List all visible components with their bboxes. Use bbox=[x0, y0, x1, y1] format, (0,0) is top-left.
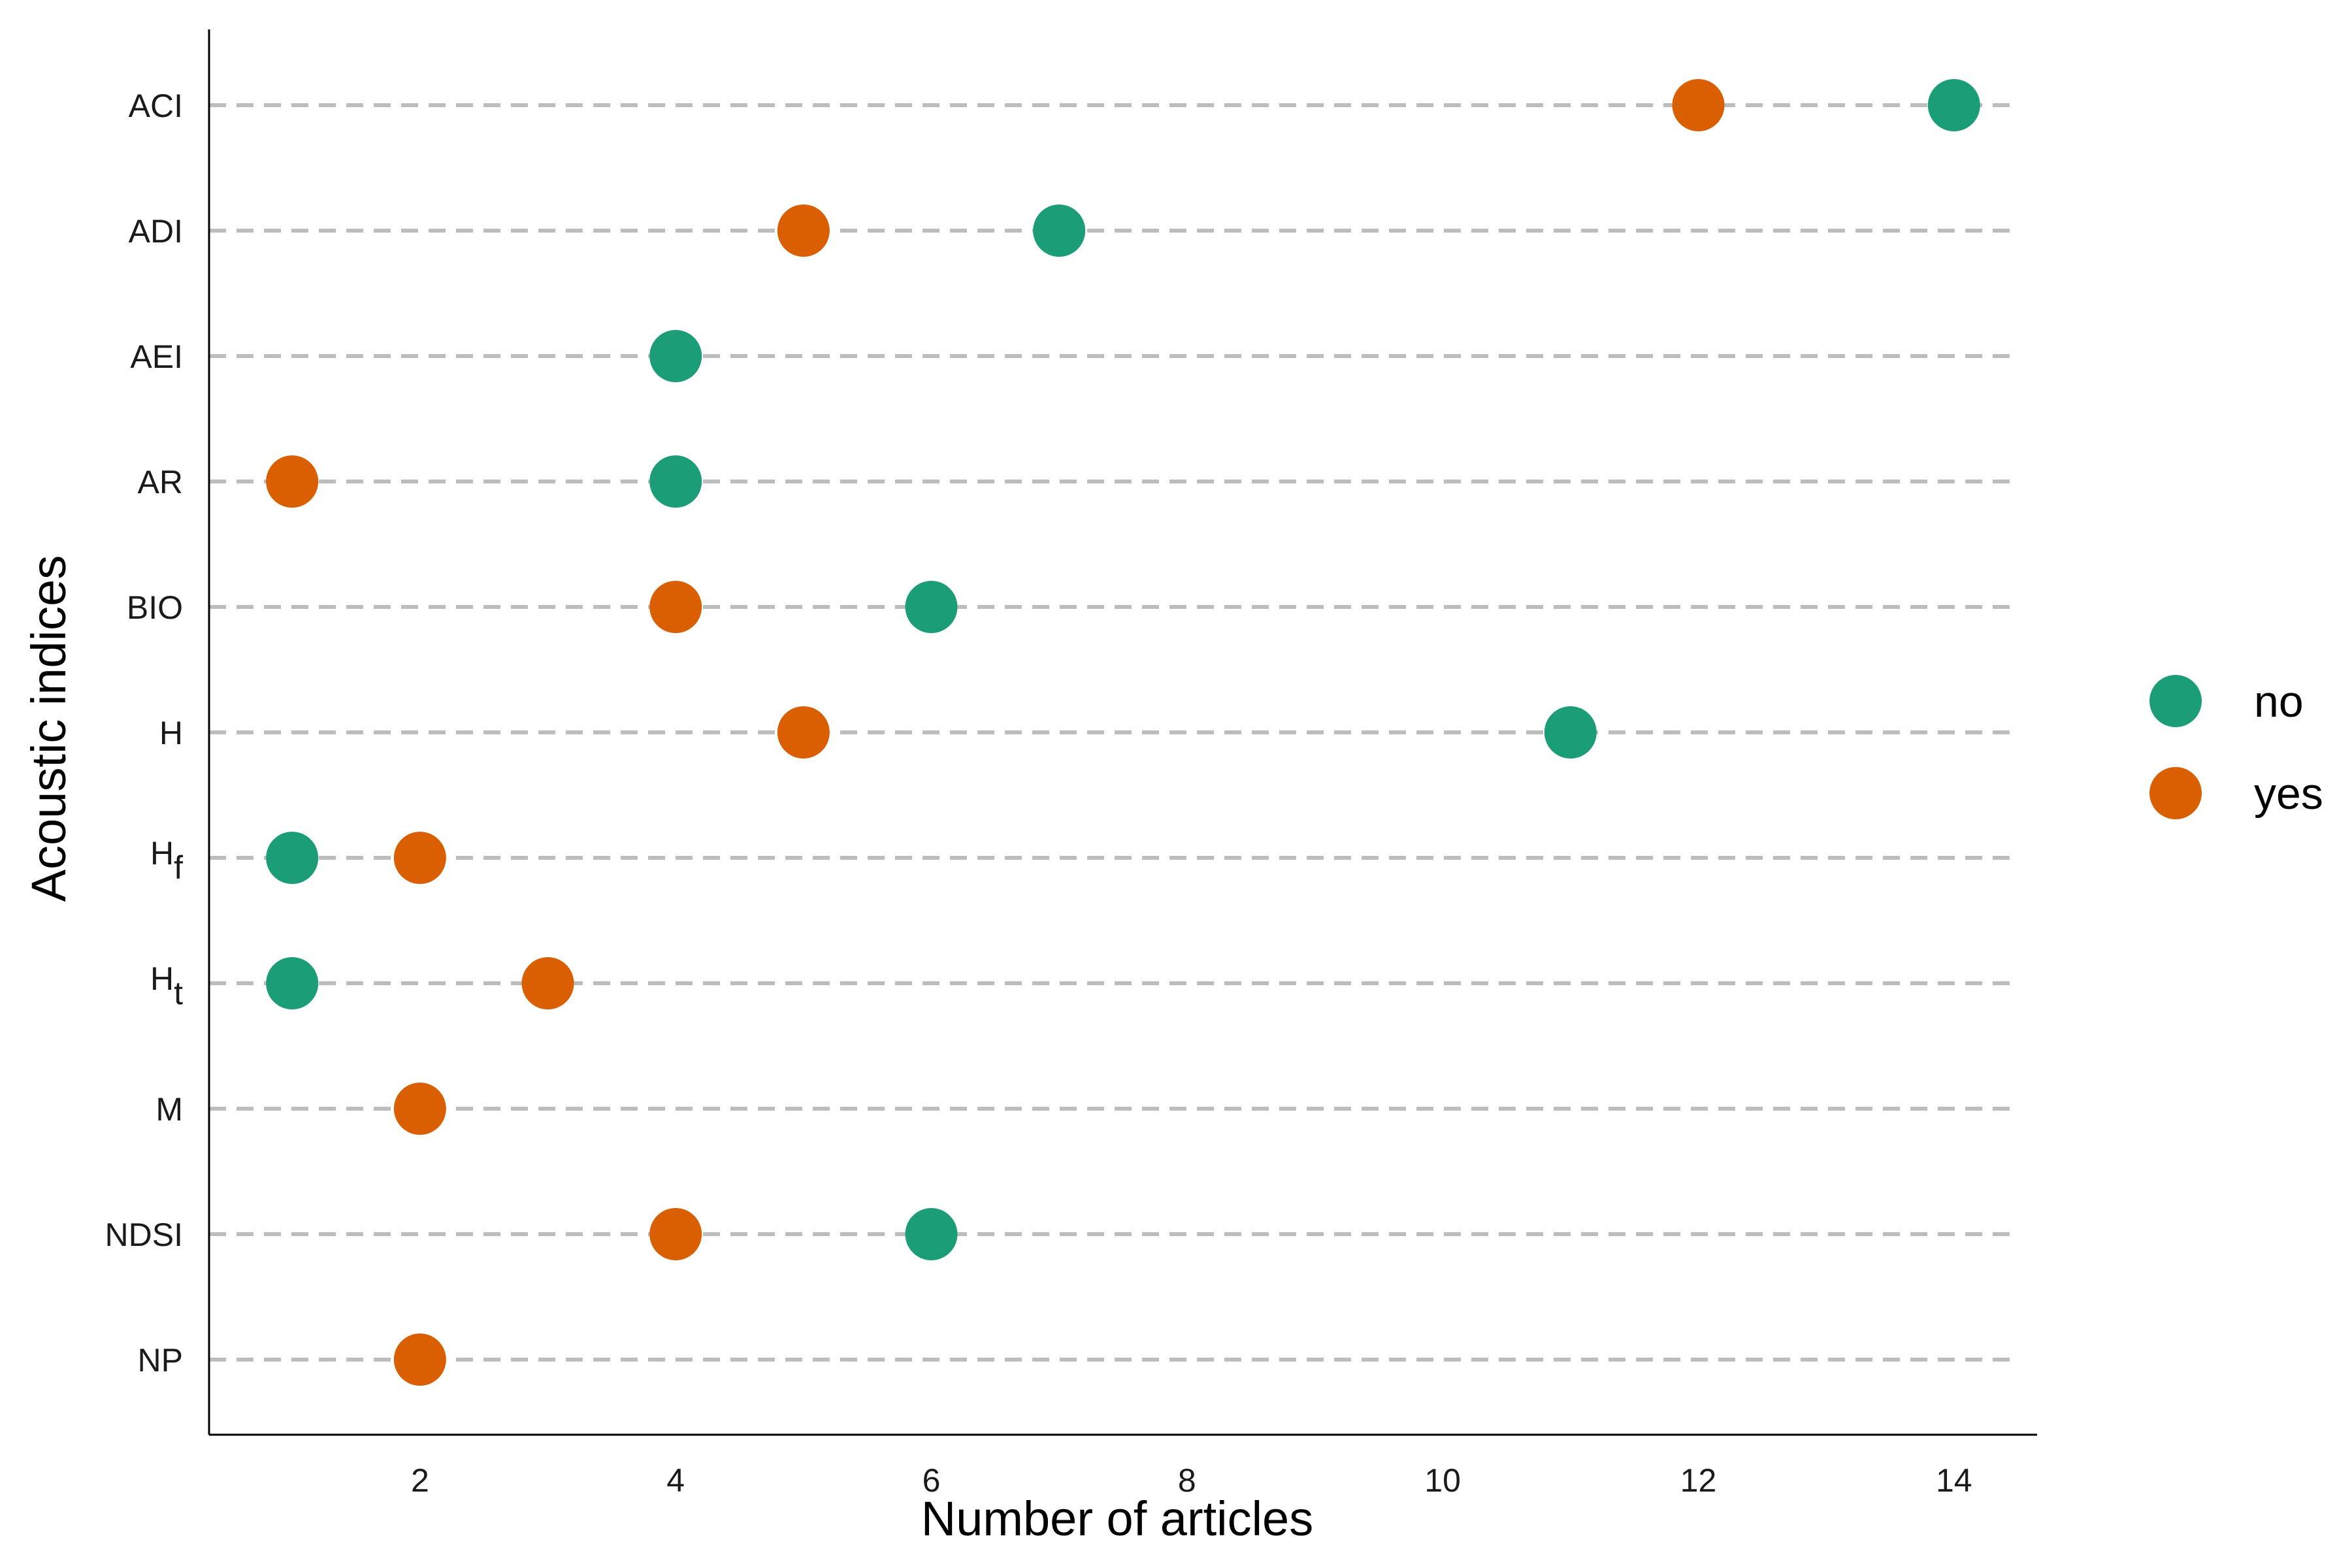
point-no bbox=[905, 581, 958, 633]
legend-label-no: no bbox=[2254, 677, 2304, 727]
legend-key-no bbox=[2149, 675, 2202, 727]
x-tick-label: 8 bbox=[1178, 1462, 1196, 1499]
point-no bbox=[649, 455, 702, 508]
point-yes bbox=[521, 957, 574, 1009]
point-yes bbox=[393, 1333, 446, 1386]
point-no bbox=[1033, 204, 1086, 257]
y-tick-label: M bbox=[155, 1091, 183, 1128]
y-tick-label: NP bbox=[138, 1342, 183, 1379]
point-yes bbox=[1672, 79, 1725, 131]
point-yes bbox=[266, 455, 319, 508]
y-axis-tick-labels: ACI ADI AEI AR BIO H Hf Ht M NDSI NP bbox=[105, 88, 184, 1379]
point-no bbox=[905, 1208, 958, 1260]
y-axis-title: Acoustic indices bbox=[22, 555, 76, 902]
y-tick-label: ADI bbox=[129, 213, 183, 250]
point-yes bbox=[393, 832, 446, 884]
x-axis-tick-labels: 2 4 6 8 10 12 14 bbox=[411, 1462, 1972, 1499]
gridlines bbox=[209, 103, 2019, 1362]
y-tick-label: BIO bbox=[127, 589, 183, 626]
x-tick-label: 6 bbox=[923, 1462, 941, 1499]
point-no bbox=[649, 330, 702, 382]
point-yes bbox=[393, 1083, 446, 1135]
y-tick-label: AEI bbox=[130, 338, 183, 375]
point-no bbox=[266, 957, 319, 1009]
legend-label-yes: yes bbox=[2254, 769, 2323, 819]
y-tick-label: Hf bbox=[150, 835, 183, 886]
point-no bbox=[1544, 706, 1597, 759]
y-tick-label: ACI bbox=[129, 88, 183, 124]
legend: no yes bbox=[2149, 675, 2323, 819]
x-tick-label: 10 bbox=[1424, 1462, 1461, 1499]
y-tick-label: H bbox=[159, 715, 183, 751]
y-tick-label: NDSI bbox=[105, 1217, 183, 1253]
x-tick-label: 4 bbox=[666, 1462, 685, 1499]
legend-key-yes bbox=[2149, 767, 2202, 819]
x-tick-label: 12 bbox=[1680, 1462, 1717, 1499]
y-tick-label: AR bbox=[138, 464, 183, 500]
point-yes bbox=[649, 581, 702, 633]
x-tick-label: 2 bbox=[411, 1462, 429, 1499]
point-yes bbox=[649, 1208, 702, 1260]
y-tick-label: Ht bbox=[150, 960, 183, 1011]
point-no bbox=[1927, 79, 1980, 131]
x-axis-title: Number of articles bbox=[921, 1492, 1313, 1546]
point-yes bbox=[777, 706, 830, 759]
point-no bbox=[266, 832, 319, 884]
point-yes bbox=[777, 204, 830, 257]
axes bbox=[208, 29, 2037, 1436]
data-points bbox=[266, 79, 1980, 1386]
x-tick-label: 14 bbox=[1936, 1462, 1972, 1499]
